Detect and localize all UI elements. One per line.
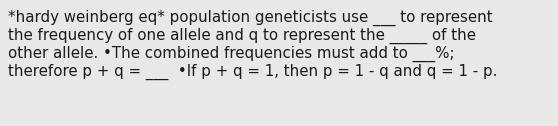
Text: the frequency of one allele and q to represent the _____ of the: the frequency of one allele and q to rep… xyxy=(8,28,476,44)
Text: therefore p + q = ___  •If p + q = 1, then p = 1 - q and q = 1 - p.: therefore p + q = ___ •If p + q = 1, the… xyxy=(8,64,497,80)
Text: *hardy weinberg eq* population geneticists use ___ to represent: *hardy weinberg eq* population geneticis… xyxy=(8,10,493,26)
Text: other allele. •The combined frequencies must add to ___%;: other allele. •The combined frequencies … xyxy=(8,46,455,62)
